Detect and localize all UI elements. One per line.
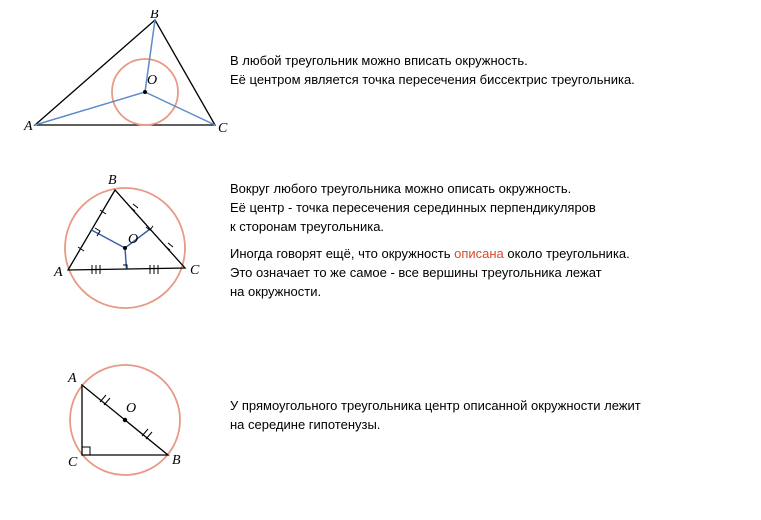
label-O2: O bbox=[128, 232, 138, 247]
s2-p1l2: Её центр - точка пересечения серединных … bbox=[230, 200, 596, 215]
s2-p2l3: на окружности. bbox=[230, 284, 321, 299]
svg-inscribed: A B C O bbox=[20, 10, 230, 140]
label-B2: B bbox=[108, 173, 117, 188]
label-A2: A bbox=[53, 265, 63, 280]
section-inscribed: A B C O В любой треугольник можно вписат… bbox=[20, 10, 741, 140]
label-B3: B bbox=[172, 453, 181, 468]
diagram-circumscribed: A B C O bbox=[20, 170, 230, 320]
s3-line1: У прямоугольного треугольника центр опис… bbox=[230, 398, 641, 413]
s3-line2: на середине гипотенузы. bbox=[230, 417, 380, 432]
svg-right: A B C O bbox=[40, 350, 210, 490]
s2-p2a: Иногда говорят ещё, что окружность bbox=[230, 246, 454, 261]
label-B: B bbox=[150, 10, 159, 22]
label-A: A bbox=[23, 119, 33, 134]
s1-line1: В любой треугольник можно вписать окружн… bbox=[230, 53, 528, 68]
s2-p1l3: к сторонам треугольника. bbox=[230, 219, 384, 234]
s2-p2l2: Это означает то же самое - все вершины т… bbox=[230, 265, 602, 280]
s2-p2hl: описана bbox=[454, 246, 504, 261]
diagram-inscribed: A B C O bbox=[20, 10, 230, 140]
label-C: C bbox=[218, 121, 228, 136]
section-right-triangle: A B C O У прямоугольного треугольника це… bbox=[20, 350, 741, 490]
text-circumscribed: Вокруг любого треугольника можно описать… bbox=[230, 180, 741, 309]
text-inscribed: В любой треугольник можно вписать окружн… bbox=[230, 52, 741, 98]
label-O3: O bbox=[126, 401, 136, 416]
diagram-right-triangle: A B C O bbox=[20, 350, 230, 490]
s2-p1l1: Вокруг любого треугольника можно описать… bbox=[230, 181, 571, 196]
text-right-triangle: У прямоугольного треугольника центр опис… bbox=[230, 397, 741, 443]
svg-circumscribed: A B C O bbox=[40, 170, 210, 320]
s1-line2: Её центром является точка пересечения би… bbox=[230, 72, 635, 87]
label-O: O bbox=[147, 73, 157, 88]
label-A3: A bbox=[67, 371, 77, 386]
label-C3: C bbox=[68, 455, 78, 470]
s2-p2b: около треугольника. bbox=[504, 246, 630, 261]
section-circumscribed: A B C O Вокруг любого треугольника можно… bbox=[20, 170, 741, 320]
label-C2: C bbox=[190, 263, 200, 278]
